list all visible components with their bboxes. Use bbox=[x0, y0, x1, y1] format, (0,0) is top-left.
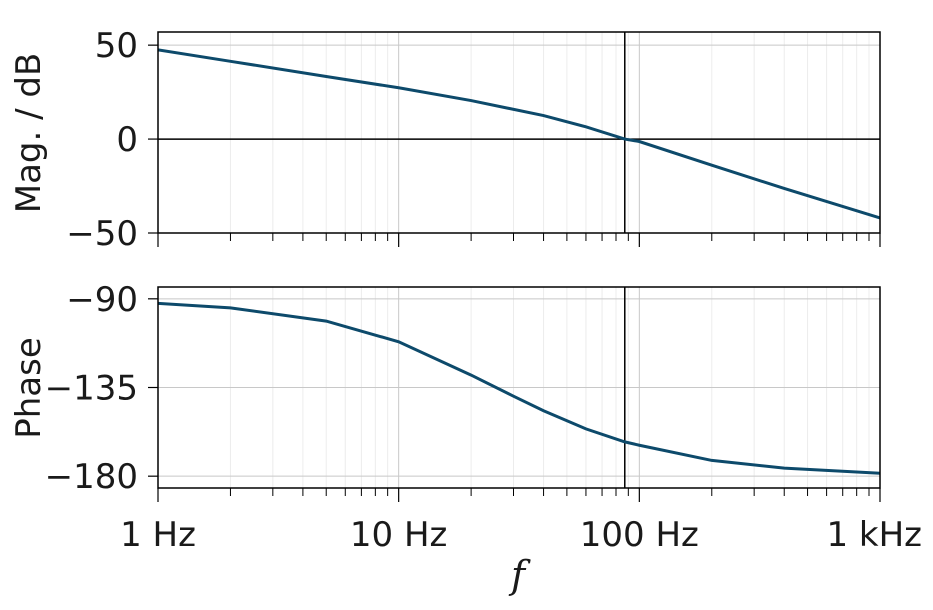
phase-panel: −90 −135 −180 1 Hz 10 Hz 100 Hz 1 kHz bbox=[45, 280, 922, 555]
phase-y-axis-title: Phase bbox=[9, 337, 49, 439]
plot-frame bbox=[157, 286, 881, 489]
phase-series-line bbox=[158, 301, 880, 475]
y-tick-label: 50 bbox=[95, 26, 138, 66]
x-tick-label: 1 Hz bbox=[120, 515, 196, 555]
x-tick-label: 100 Hz bbox=[580, 515, 699, 555]
magnitude-panel: 50 0 −50 bbox=[66, 26, 881, 254]
y-tick-label: −50 bbox=[66, 214, 138, 254]
x-tick-label: 1 kHz bbox=[826, 515, 922, 555]
x-tick-label: 10 Hz bbox=[350, 515, 447, 555]
y-tick-label: −135 bbox=[45, 369, 138, 409]
y-tick-label: 0 bbox=[116, 120, 138, 160]
y-tick-label: −180 bbox=[45, 457, 138, 497]
x-axis-title: f bbox=[508, 553, 531, 597]
magnitude-y-axis-title: Mag. / dB bbox=[9, 53, 49, 214]
plot-frame bbox=[157, 31, 881, 234]
y-tick-label: −90 bbox=[66, 280, 138, 320]
magnitude-series-line bbox=[158, 48, 880, 220]
